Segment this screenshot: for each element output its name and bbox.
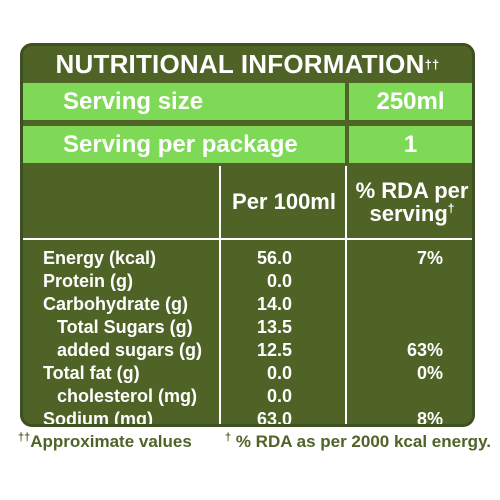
serving-size-row: Serving size 250ml: [23, 83, 472, 120]
footnote-rda: † % RDA as per 2000 kcal energy.: [225, 432, 491, 452]
nutrient-row-cholesterol: cholesterol (mg) 0.0: [23, 384, 472, 409]
nutrient-row-added-sugars: added sugars (g) 12.5 63%: [23, 338, 472, 363]
nutrient-rda: 63%: [406, 340, 443, 360]
serving-per-package-row: Serving per package 1: [23, 126, 472, 163]
column-header-rda-line1: % RDA per: [355, 177, 469, 203]
footnote-approximate-text: Approximate values: [30, 432, 192, 451]
nutrient-row-total-fat: Total fat (g) 0.0 0%: [23, 361, 472, 386]
nutrient-name: Sodium (mg): [43, 409, 153, 427]
nutrient-value: 63.0: [256, 409, 292, 427]
column-header-per-100ml-label: Per 100ml: [232, 189, 336, 215]
footnote-approximate-mark: ††: [18, 431, 31, 444]
nutrient-row-protein: Protein (g) 0.0: [23, 269, 472, 294]
footnote-approximate: ††Approximate values: [18, 432, 192, 452]
nutrient-name: cholesterol (mg): [57, 386, 198, 406]
serving-per-package-value: 1: [403, 130, 418, 158]
column-header-rda: % RDA per serving†: [349, 166, 472, 238]
nutrient-row-total-sugars: Total Sugars (g) 13.5: [23, 315, 472, 340]
nutrient-rda: 7%: [416, 248, 443, 268]
vertical-divider-1: [219, 166, 221, 424]
vertical-divider-2: [345, 166, 347, 424]
nutrient-name: Energy (kcal): [43, 248, 157, 268]
nutrient-table: Energy (kcal) 56.0 7% Protein (g) 0.0 Ca…: [23, 242, 472, 424]
nutrient-row-sodium: Sodium (mg) 63.0 8%: [23, 407, 472, 427]
footnote-rda-text: % RDA as per 2000 kcal energy.: [231, 432, 491, 451]
footnote-rda-mark: †: [225, 431, 232, 444]
vertical-divider-serving: [345, 83, 349, 163]
nutrient-rda: 8%: [416, 409, 443, 427]
footnotes: ††Approximate values † % RDA as per 2000…: [18, 432, 491, 460]
nutrition-panel: NUTRITIONAL INFORMATION †† Serving size 2…: [20, 43, 475, 427]
nutrient-name: Total fat (g): [43, 363, 140, 383]
nutrient-name: added sugars (g): [57, 340, 203, 360]
serving-per-package-label: Serving per package: [63, 130, 298, 158]
serving-size-value: 250ml: [376, 87, 445, 115]
column-header-rda-mark: †: [447, 201, 455, 216]
nutrient-name: Protein (g): [43, 271, 133, 291]
nutrient-value: 0.0: [266, 271, 292, 291]
serving-size-label: Serving size: [63, 87, 204, 115]
header-divider: [23, 238, 472, 240]
nutrient-row-energy: Energy (kcal) 56.0 7%: [23, 246, 472, 271]
column-header-per-100ml: Per 100ml: [223, 166, 345, 238]
nutrient-value: 0.0: [266, 386, 292, 406]
nutrient-row-carbohydrate: Carbohydrate (g) 14.0: [23, 292, 472, 317]
nutrient-rda: 0%: [416, 363, 443, 383]
nutrient-name: Carbohydrate (g): [43, 294, 189, 314]
panel-title-text: NUTRITIONAL INFORMATION: [55, 49, 425, 79]
column-header-rda-line2: serving: [369, 201, 448, 226]
nutrient-value: 0.0: [266, 363, 292, 383]
panel-title: NUTRITIONAL INFORMATION ††: [23, 46, 472, 83]
nutrient-value: 12.5: [256, 340, 292, 360]
nutrient-value: 56.0: [256, 248, 292, 268]
nutrient-value: 14.0: [256, 294, 292, 314]
nutrient-name: Total Sugars (g): [57, 317, 193, 337]
nutrient-value: 13.5: [256, 317, 292, 337]
